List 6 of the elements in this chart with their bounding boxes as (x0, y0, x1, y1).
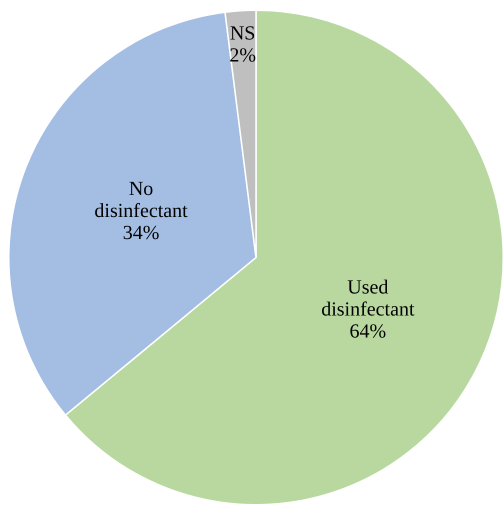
data-label: 2% (229, 44, 256, 67)
slice-label: NS (230, 22, 256, 45)
slice-label: No disinfectant (94, 178, 188, 222)
data-label: 64% (350, 320, 386, 342)
data-label: 34% (122, 222, 160, 244)
slice-label: Used disinfectant (321, 276, 415, 320)
